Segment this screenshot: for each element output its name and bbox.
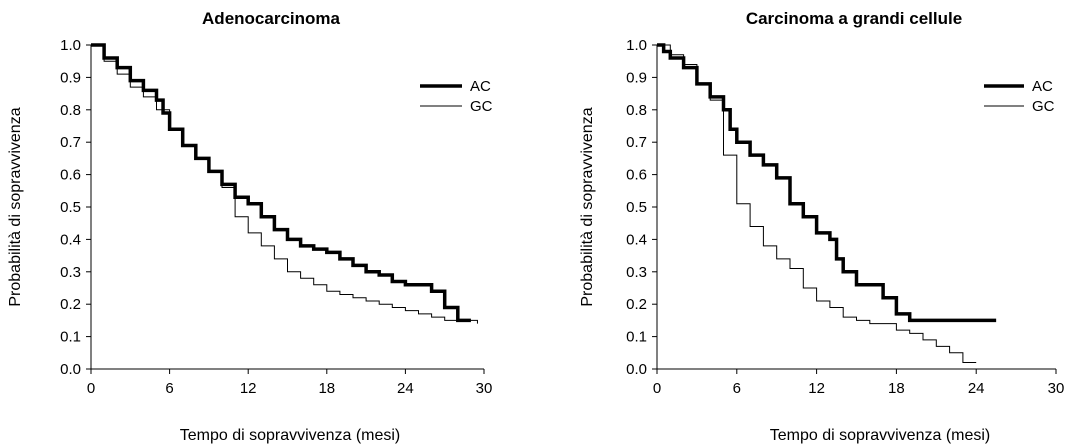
x-tick-label: 18 [318, 380, 335, 397]
y-tick-label: 0.0 [626, 361, 647, 378]
y-tick-label: 1.0 [60, 37, 81, 54]
x-tick-label: 12 [240, 380, 257, 397]
x-tick-label: 30 [1048, 380, 1065, 397]
y-tick-label: 0.4 [60, 231, 81, 248]
legend-label-gc: GC [470, 98, 493, 115]
y-axis-title: Probabilità di sopravvivenza [7, 107, 24, 306]
x-tick-label: 0 [653, 380, 661, 397]
y-tick-label: 0.8 [60, 102, 81, 119]
x-tick-label: 6 [165, 380, 173, 397]
chart-adenocarcinoma: Adenocarcinoma 0 6 12 18 24 30 0.0 0.1 0.2 0.3 0.4 0… [7, 9, 493, 444]
x-axis-title: Tempo di sopravvivenza (mesi) [770, 427, 991, 444]
y-tick-label: 0.1 [60, 329, 81, 346]
y-tick-label: 0.6 [626, 167, 647, 184]
series-line-ac [657, 43, 997, 323]
legend-label-ac: AC [1032, 78, 1053, 95]
chart-panel-carcinoma-grandi-cellule: Carcinoma a grandi cellule 0 6 12 18 24 30 0.0 0… [536, 0, 1071, 448]
legend-label-ac: AC [470, 78, 491, 95]
chart-carcinoma-grandi-cellule: Carcinoma a grandi cellule 0 6 12 18 24 30 0.0 0… [579, 9, 1065, 444]
y-tick-label: 0.0 [60, 361, 81, 378]
y-tick-label: 0.2 [60, 296, 81, 313]
y-tick-label: 0.7 [626, 134, 647, 151]
y-tick-label: 0.6 [60, 167, 81, 184]
chart-title: Carcinoma a grandi cellule [746, 9, 962, 28]
x-tick-label: 12 [808, 380, 825, 397]
y-tick-label: 0.1 [626, 329, 647, 346]
y-axis-title: Probabilità di sopravvivenza [579, 107, 596, 306]
series-line-gc [657, 44, 977, 364]
y-tick-label: 1.0 [626, 37, 647, 54]
x-tick-label: 30 [476, 380, 493, 397]
y-tick-label: 0.5 [60, 199, 81, 216]
x-tick-label: 0 [87, 380, 95, 397]
legend-label-gc: GC [1032, 98, 1055, 115]
series-line-ac [91, 43, 471, 323]
chart-panel-adenocarcinoma: Adenocarcinoma 0 6 12 18 24 30 0.0 0.1 0.2 0.3 0.4 0… [7, 9, 493, 444]
x-axis-title: Tempo di sopravvivenza (mesi) [180, 427, 401, 444]
y-tick-label: 0.2 [626, 296, 647, 313]
y-tick-label: 0.9 [60, 69, 81, 86]
x-tick-label: 6 [733, 380, 741, 397]
y-tick-label: 0.4 [626, 231, 647, 248]
chart-title: Adenocarcinoma [202, 9, 340, 28]
y-tick-label: 0.3 [626, 264, 647, 281]
y-tick-label: 0.7 [60, 134, 81, 151]
y-tick-label: 0.9 [626, 69, 647, 86]
y-tick-label: 0.3 [60, 264, 81, 281]
x-tick-label: 18 [888, 380, 905, 397]
series-line-gc [91, 44, 478, 324]
y-tick-label: 0.5 [626, 199, 647, 216]
x-tick-label: 24 [397, 380, 414, 397]
y-tick-label: 0.8 [626, 102, 647, 119]
x-tick-label: 24 [968, 380, 985, 397]
